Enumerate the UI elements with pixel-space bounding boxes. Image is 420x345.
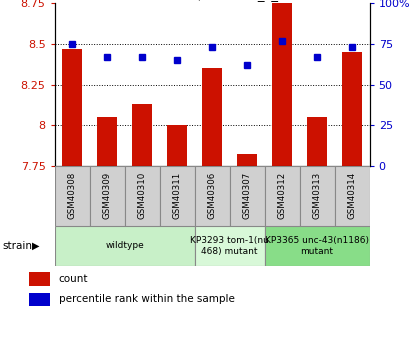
- Bar: [97, 117, 117, 166]
- Bar: [307, 117, 327, 166]
- Text: GSM40309: GSM40309: [102, 172, 112, 219]
- Bar: [55, 166, 89, 226]
- Bar: [237, 154, 257, 166]
- Bar: [230, 166, 265, 226]
- Text: count: count: [59, 274, 88, 284]
- Text: GSM40314: GSM40314: [348, 172, 357, 219]
- Bar: [273, 0, 292, 166]
- Text: strain: strain: [2, 241, 32, 251]
- Bar: [194, 226, 265, 266]
- Text: GSM40307: GSM40307: [243, 172, 252, 219]
- Bar: [89, 166, 125, 226]
- Bar: [63, 49, 82, 166]
- Bar: [299, 166, 335, 226]
- Bar: [335, 166, 370, 226]
- Text: wildtype: wildtype: [105, 241, 144, 250]
- Bar: [125, 166, 160, 226]
- Bar: [55, 226, 194, 266]
- Bar: [168, 125, 187, 166]
- Bar: [202, 68, 222, 166]
- Bar: [265, 226, 370, 266]
- Bar: [265, 166, 299, 226]
- Text: GSM40311: GSM40311: [173, 172, 181, 219]
- Bar: [29, 273, 50, 286]
- Text: GSM40310: GSM40310: [138, 172, 147, 219]
- Text: GSM40312: GSM40312: [278, 172, 286, 219]
- Text: GSM40306: GSM40306: [207, 172, 217, 219]
- Text: KP3293 tom-1(nu
468) mutant: KP3293 tom-1(nu 468) mutant: [190, 236, 269, 256]
- Title: GDS1786 / 180669_s_at: GDS1786 / 180669_s_at: [132, 0, 292, 1]
- Bar: [29, 293, 50, 306]
- Bar: [194, 166, 230, 226]
- Text: ▶: ▶: [32, 241, 39, 251]
- Text: GSM40308: GSM40308: [68, 172, 76, 219]
- Bar: [160, 166, 194, 226]
- Text: percentile rank within the sample: percentile rank within the sample: [59, 294, 235, 304]
- Bar: [132, 104, 152, 166]
- Bar: [342, 52, 362, 166]
- Text: GSM40313: GSM40313: [312, 172, 322, 219]
- Text: KP3365 unc-43(n1186)
mutant: KP3365 unc-43(n1186) mutant: [265, 236, 369, 256]
